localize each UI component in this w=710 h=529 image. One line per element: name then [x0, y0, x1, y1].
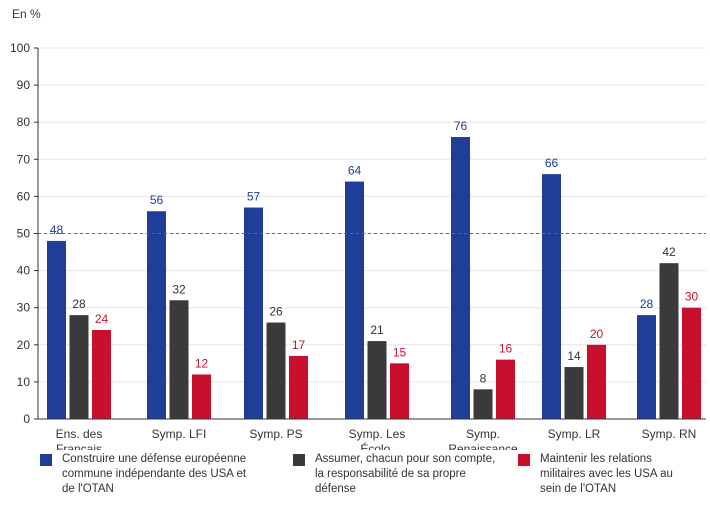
- legend-swatch-dark: [293, 454, 305, 466]
- data-label: 8: [480, 371, 487, 385]
- bar: [496, 359, 515, 419]
- bar: [637, 315, 656, 419]
- data-label: 24: [95, 312, 109, 326]
- x-category-label: Symp. PS: [249, 427, 302, 441]
- bar: [92, 329, 111, 419]
- bar: [244, 207, 263, 419]
- legend-swatch-red: [518, 454, 530, 466]
- legend-label: Assumer, chacun pour son compte, la resp…: [315, 453, 496, 495]
- bar: [564, 367, 584, 419]
- bar: [542, 174, 561, 419]
- legend-item-defense-europeenne: Construire une défense européenne commun…: [40, 452, 246, 497]
- legend-item-propre-defense: Assumer, chacun pour son compte, la resp…: [293, 452, 495, 497]
- data-label: 64: [348, 164, 362, 178]
- data-label: 14: [567, 349, 581, 363]
- y-axis-label: En %: [12, 7, 41, 21]
- data-label: 20: [590, 327, 604, 341]
- x-category-label: Symp. LFI: [152, 427, 207, 441]
- bar: [659, 263, 679, 419]
- bar: [473, 389, 493, 419]
- bar-chart: En % 0 10 20 30 40 50 60 70 80 90 100 48 56 57 64 76 66…: [10, 7, 706, 450]
- bar: [192, 374, 211, 419]
- data-label: 15: [393, 345, 407, 359]
- y-tick-label: 90: [17, 78, 31, 92]
- y-tick-label: 50: [17, 227, 31, 241]
- y-tick-label: 30: [17, 301, 31, 315]
- data-label: 17: [292, 338, 306, 352]
- data-label: 12: [195, 356, 209, 370]
- y-tick-label: 100: [10, 41, 30, 55]
- bar: [69, 315, 89, 419]
- data-label: 56: [150, 193, 164, 207]
- y-tick-label: 80: [17, 115, 31, 129]
- bar: [169, 300, 189, 419]
- legend-label: Construire une défense européenne commun…: [62, 453, 247, 495]
- data-label: 28: [640, 297, 654, 311]
- y-tick-label: 10: [17, 375, 31, 389]
- x-category-label: Ens. des Français: [56, 427, 103, 450]
- y-axis-ticks: 0 10 20 30 40 50 60 70 80 90 100: [10, 41, 39, 426]
- bars: [47, 137, 701, 420]
- bar: [451, 137, 470, 420]
- data-label: 48: [50, 223, 64, 237]
- y-tick-label: 40: [17, 264, 31, 278]
- bar: [266, 322, 286, 419]
- legend-swatch-blue: [40, 454, 52, 466]
- bar: [147, 211, 166, 419]
- data-label: 57: [247, 190, 261, 204]
- bar: [367, 341, 387, 419]
- data-label: 66: [545, 156, 559, 170]
- y-tick-label: 20: [17, 338, 31, 352]
- x-axis-categories: Ens. des Français Symp. LFI Symp. PS Symp. L…: [56, 427, 697, 450]
- y-tick-label: 70: [17, 152, 31, 166]
- bar: [682, 307, 701, 419]
- y-tick-label: 60: [17, 189, 31, 203]
- legend-label: Maintenir les relations militaires avec …: [540, 453, 673, 495]
- x-category-label: Symp. Les Écolo.: [349, 427, 406, 450]
- data-label: 42: [662, 245, 676, 259]
- bar: [390, 363, 409, 419]
- data-label: 26: [269, 305, 283, 319]
- x-category-label: Symp. LR: [548, 427, 601, 441]
- legend-item-otan: Maintenir les relations militaires avec …: [518, 452, 673, 497]
- bar: [345, 181, 364, 419]
- x-category-label: Symp. Renaissance: [448, 427, 518, 450]
- bar: [289, 355, 308, 419]
- legend: Construire une défense européenne commun…: [40, 452, 700, 522]
- data-label: 76: [454, 119, 468, 133]
- data-label: 28: [72, 297, 86, 311]
- data-label: 16: [499, 342, 513, 356]
- y-tick-label: 0: [23, 412, 30, 426]
- x-category-label: Symp. RN: [642, 427, 697, 441]
- bar: [47, 240, 66, 419]
- bar: [587, 344, 606, 419]
- data-labels: 48 56 57 64 76 66 28 28 32 26 21 8 14 42 24 12 17 15 16 20 3…: [50, 119, 699, 385]
- data-label: 30: [685, 290, 699, 304]
- data-label: 32: [172, 282, 186, 296]
- data-label: 21: [370, 323, 384, 337]
